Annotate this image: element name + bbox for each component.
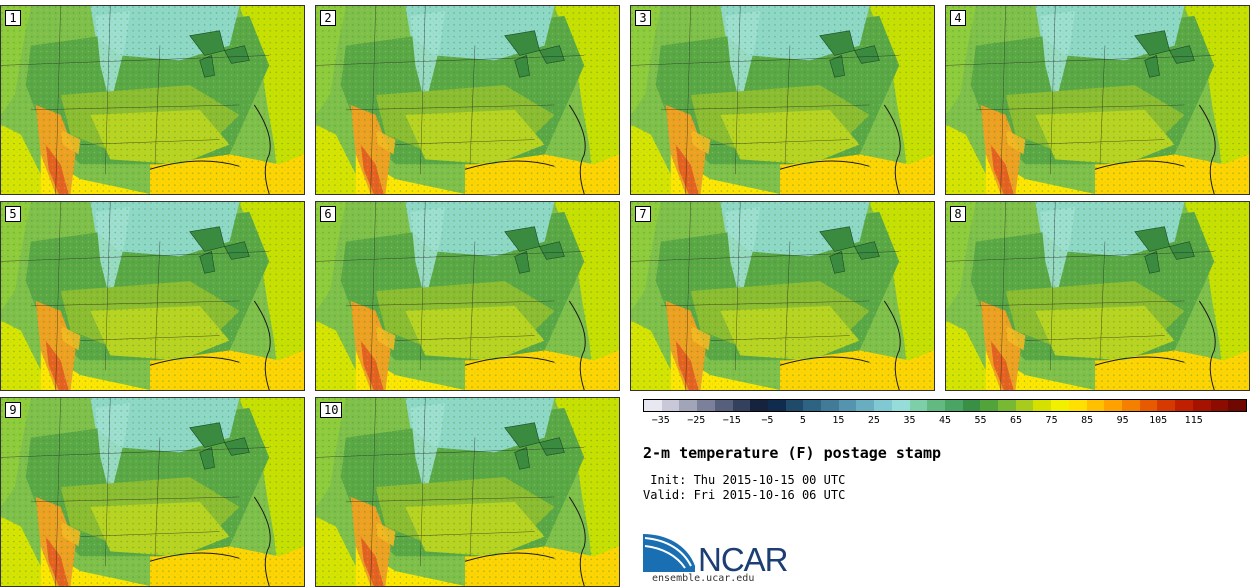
ensemble-member-map: 2 (315, 5, 620, 195)
ensemble-member-map: 10 (315, 397, 620, 587)
colorbar-legend: −35 −25 −15 −5 5 15 25 35 45 55 65 75 85 95 105 115 (643, 399, 1247, 439)
colorbar-swatch (1139, 400, 1158, 411)
colorbar-swatch (980, 400, 999, 411)
colorbar-swatch (891, 400, 910, 411)
member-number-label: 8 (950, 206, 966, 222)
colorbar-swatch (909, 400, 928, 411)
member-number-label: 9 (5, 402, 21, 418)
colorbar-tick-label: −25 (687, 415, 706, 426)
colorbar-swatch (1228, 400, 1246, 411)
colorbar-tick-label: 25 (867, 415, 880, 426)
colorbar-swatch (962, 400, 981, 411)
colorbar-swatch (767, 400, 786, 411)
colorbar-swatch (1015, 400, 1034, 411)
colorbar-tick-label: −35 (651, 415, 670, 426)
colorbar-swatch (1051, 400, 1069, 411)
colorbar-swatch (785, 400, 804, 411)
member-number-label: 10 (320, 402, 343, 418)
site-url: ensemble.ucar.edu (652, 573, 755, 584)
colorbar-swatch (1210, 400, 1229, 411)
colorbar-swatch (998, 400, 1016, 411)
ensemble-member-map: 1 (0, 5, 305, 195)
ensemble-member-map: 7 (630, 201, 935, 391)
colorbar-tick-label: 5 (799, 415, 806, 426)
colorbar-swatch (714, 400, 733, 411)
colorbar-swatch (856, 400, 875, 411)
colorbar-swatch (1104, 400, 1122, 411)
member-number-label: 6 (320, 206, 336, 222)
colorbar-tick-label: −15 (722, 415, 741, 426)
colorbar-swatch (679, 400, 698, 411)
member-number-label: 3 (635, 10, 651, 26)
valid-time-label: Valid: Fri 2015-10-16 06 UTC (643, 488, 846, 502)
member-number-label: 4 (950, 10, 966, 26)
colorbar-swatch (1175, 400, 1193, 411)
colorbar-swatch (1086, 400, 1105, 411)
colorbar-tick-label: 115 (1184, 415, 1203, 426)
colorbar-tick-label: 45 (938, 415, 952, 426)
colorbar-swatch (1192, 400, 1211, 411)
member-number-label: 1 (5, 10, 21, 26)
figure-title: 2-m temperature (F) postage stamp (643, 444, 942, 462)
colorbar-swatch (1121, 400, 1140, 411)
colorbar-swatch (732, 400, 751, 411)
colorbar-swatch (874, 400, 892, 411)
colorbar-swatch (644, 400, 662, 411)
colorbar-tick-label: 15 (832, 415, 845, 426)
ensemble-member-map: 5 (0, 201, 305, 391)
member-number-label: 7 (635, 206, 651, 222)
colorbar-ticks: −35 −25 −15 −5 5 15 25 35 45 55 65 75 85 95 105 115 (643, 415, 1247, 429)
init-time-label: Init: Thu 2015-10-15 00 UTC (643, 473, 846, 487)
colorbar-swatch (1068, 400, 1087, 411)
ensemble-member-map: 4 (945, 5, 1250, 195)
colorbar-swatch (927, 400, 945, 411)
colorbar-tick-label: 95 (1116, 415, 1129, 426)
member-number-label: 2 (320, 10, 336, 26)
colorbar-tick-label: 35 (903, 415, 916, 426)
colorbar-swatch (661, 400, 680, 411)
ensemble-member-map: 3 (630, 5, 935, 195)
colorbar-tick-label: 105 (1149, 415, 1168, 426)
colorbar (643, 399, 1247, 412)
colorbar-tick-label: 55 (974, 415, 987, 426)
colorbar-swatch (821, 400, 839, 411)
ncar-logo-text: NCAR (698, 541, 789, 578)
colorbar-tick-label: 85 (1081, 415, 1094, 426)
colorbar-swatch (803, 400, 822, 411)
member-number-label: 5 (5, 206, 21, 222)
colorbar-tick-label: −5 (761, 415, 774, 426)
ensemble-member-map: 8 (945, 201, 1250, 391)
colorbar-swatch (1033, 400, 1052, 411)
ncar-logo-icon (643, 534, 695, 572)
colorbar-tick-label: 65 (1010, 415, 1023, 426)
colorbar-swatch (1157, 400, 1176, 411)
colorbar-swatch (750, 400, 768, 411)
colorbar-tick-label: 75 (1045, 415, 1058, 426)
ensemble-member-map: 6 (315, 201, 620, 391)
ensemble-member-map: 9 (0, 397, 305, 587)
colorbar-swatch (944, 400, 963, 411)
colorbar-swatch (838, 400, 857, 411)
colorbar-swatch (697, 400, 715, 411)
